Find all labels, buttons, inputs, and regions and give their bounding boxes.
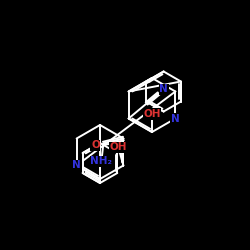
Text: O: O [91,140,100,150]
Text: N: N [159,84,168,94]
Text: OH: OH [110,142,127,152]
Text: N: N [72,160,81,170]
Text: OH: OH [143,109,161,119]
Text: NH₂: NH₂ [90,156,112,166]
Text: N: N [171,114,180,124]
